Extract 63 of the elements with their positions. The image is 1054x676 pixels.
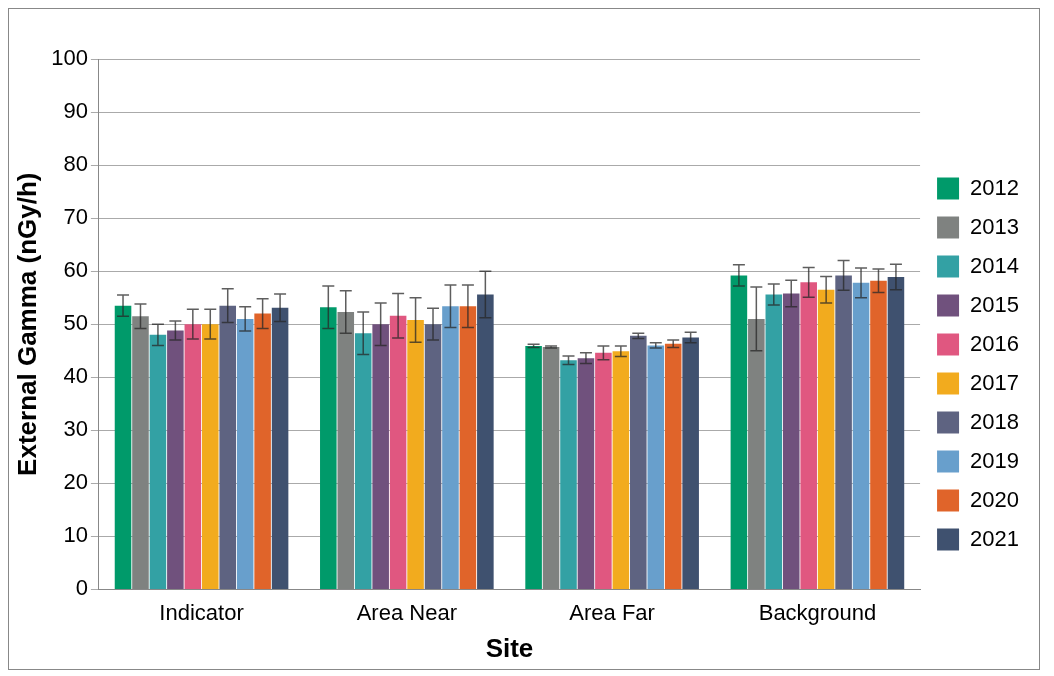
bar (630, 335, 647, 589)
legend-label: 2013 (970, 213, 1020, 239)
legend-label: 2018 (970, 408, 1020, 434)
bar (442, 306, 459, 589)
bar (219, 305, 237, 589)
bar (407, 319, 424, 589)
bar (424, 324, 442, 589)
bar (682, 337, 699, 589)
y-tick-label: 100 (51, 45, 88, 71)
y-tick-label: 0 (75, 575, 88, 601)
bar (271, 307, 289, 589)
legend-label: 2019 (970, 447, 1020, 473)
bar (765, 294, 783, 589)
bar (835, 275, 852, 589)
bar (782, 293, 800, 589)
bar (389, 315, 407, 589)
bar (114, 305, 132, 589)
bar (730, 275, 748, 589)
x-tick-label: Area Near (356, 599, 457, 625)
bar (887, 276, 905, 589)
y-axis-title: External Gamma (nGy/h) (11, 172, 42, 476)
y-tick-label: 70 (63, 204, 88, 230)
legend-label: 2016 (970, 330, 1020, 356)
bar (664, 343, 682, 589)
x-tick-label: Area Far (569, 599, 655, 625)
bar (236, 318, 254, 589)
bar (800, 282, 817, 589)
bar (595, 352, 612, 589)
bar (852, 282, 870, 589)
y-tick-label: 50 (63, 310, 88, 336)
bar (254, 313, 271, 589)
bar (201, 324, 219, 589)
bar (560, 360, 577, 589)
bar (459, 306, 477, 589)
legend-label: 2014 (970, 252, 1020, 278)
legend-label: 2017 (970, 369, 1020, 395)
legend-label: 2020 (970, 486, 1020, 512)
y-tick-label: 30 (63, 416, 88, 442)
bar (477, 294, 494, 589)
x-axis-title: Site (485, 632, 534, 663)
bar (149, 334, 167, 589)
bar (870, 280, 887, 589)
bar (320, 307, 337, 589)
bar (372, 324, 389, 589)
bar (612, 351, 630, 589)
y-tick-label: 10 (63, 522, 88, 548)
y-tick-label: 60 (63, 257, 88, 283)
bar (167, 330, 184, 589)
bar (354, 333, 372, 589)
legend-label: 2021 (970, 525, 1020, 551)
y-tick-label: 40 (63, 363, 88, 389)
y-tick-label: 20 (63, 469, 88, 495)
x-tick-label: Indicator (159, 599, 244, 625)
bar (577, 358, 595, 589)
legend-label: 2012 (970, 174, 1020, 200)
legend-label: 2015 (970, 291, 1020, 317)
y-tick-label: 80 (63, 151, 88, 177)
x-tick-label: Background (758, 599, 877, 625)
bar (525, 345, 542, 589)
bar (184, 324, 202, 589)
bar (817, 289, 835, 589)
y-tick-label: 90 (63, 98, 88, 124)
bar (647, 345, 665, 589)
